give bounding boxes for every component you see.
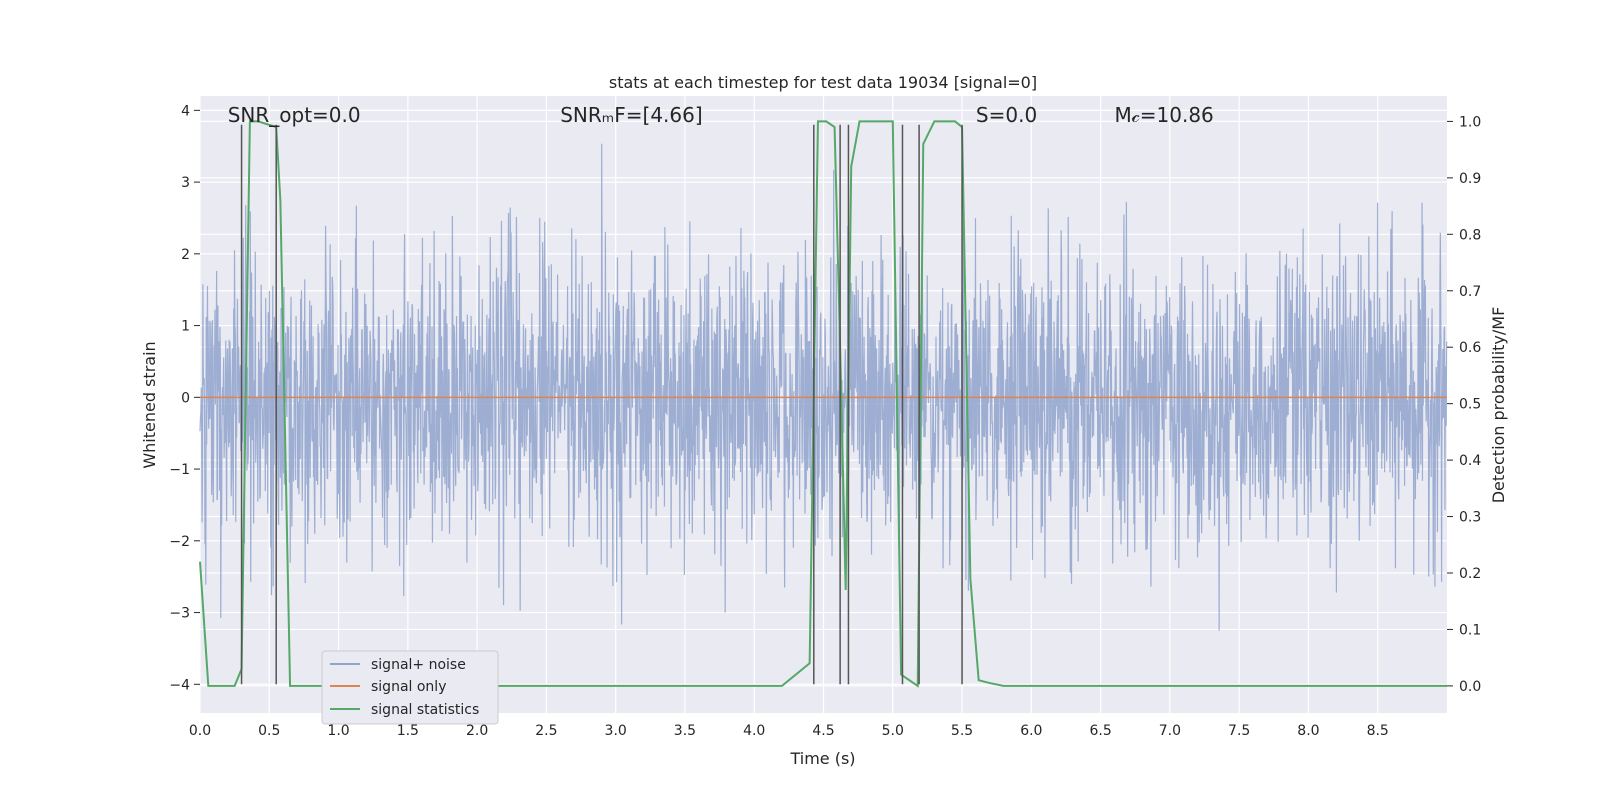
y-left-tick-label-6: 2 <box>181 247 190 263</box>
x-axis-ticks: 0.0 0.5 1.0 1.5 2.0 2.5 3.0 3.5 4.0 4.5 5.0 5.5 6.0 6… <box>189 723 1389 739</box>
x-tick-label-15: 7.5 <box>1228 723 1250 739</box>
legend-label-signal-statistics: signal statistics <box>371 702 479 718</box>
chart-title: stats at each timestep for test data 190… <box>609 73 1037 92</box>
y-left-tick-label-5: 1 <box>181 319 190 335</box>
annotation-snr-mf: SNRₘF=[4.66] <box>560 103 702 127</box>
x-axis-label: Time (s) <box>789 749 855 768</box>
y-right-tick-label-10: 1.0 <box>1459 114 1481 130</box>
y-left-tick-label-8: 4 <box>181 103 190 119</box>
x-tick-label-4: 2.0 <box>466 723 488 739</box>
y-left-tick-label-7: 3 <box>181 175 190 191</box>
x-tick-label-0: 0.0 <box>189 723 211 739</box>
legend-box <box>321 650 499 725</box>
x-tick-label-3: 1.5 <box>397 723 419 739</box>
y-right-tick-label-8: 0.8 <box>1459 227 1481 243</box>
y-right-axis-label: Detection probability/MF <box>1489 307 1508 504</box>
y-left-tick-label-1: −3 <box>169 606 190 622</box>
y-right-axis-ticks: 0.0 0.1 0.2 0.3 0.4 0.5 0.6 0.7 0.8 0.9 1.0 <box>1447 114 1481 695</box>
legend-label-signal-plus-noise: signal+ noise <box>371 657 466 673</box>
y-right-tick-label-0: 0.0 <box>1459 679 1481 695</box>
x-tick-label-14: 7.0 <box>1159 723 1181 739</box>
annotation-mc-value: M𝒸=10.86 <box>1114 103 1213 127</box>
y-right-tick-label-2: 0.2 <box>1459 566 1481 582</box>
y-right-tick-label-5: 0.5 <box>1459 397 1481 413</box>
x-tick-label-11: 5.5 <box>951 723 973 739</box>
vertical-markers <box>240 124 963 685</box>
y-right-tick-label-7: 0.7 <box>1459 284 1481 300</box>
x-tick-label-8: 4.0 <box>743 723 765 739</box>
x-tick-label-5: 2.5 <box>535 723 557 739</box>
x-tick-label-7: 3.5 <box>674 723 696 739</box>
annotations: SNR_opt=0.0 SNRₘF=[4.66] S=0.0 M𝒸=10.86 <box>228 103 1214 127</box>
x-tick-label-1: 0.5 <box>258 723 280 739</box>
y-left-tick-label-2: −2 <box>169 534 190 550</box>
y-right-tick-label-1: 0.1 <box>1459 622 1481 638</box>
y-left-tick-label-0: −4 <box>169 677 190 693</box>
x-tick-label-10: 5.0 <box>882 723 904 739</box>
y-right-tick-label-6: 0.6 <box>1459 340 1481 356</box>
series-signal-plus-noise <box>199 143 1448 631</box>
legend: signal+ noise signal only signal statist… <box>321 650 499 725</box>
y-left-tick-label-3: −1 <box>169 462 190 478</box>
noise-line <box>199 143 1448 631</box>
y-right-tick-label-9: 0.9 <box>1459 171 1481 187</box>
annotation-s-value: S=0.0 <box>976 103 1037 127</box>
x-tick-label-9: 4.5 <box>812 723 834 739</box>
x-tick-label-17: 8.5 <box>1367 723 1389 739</box>
series-signal-statistics <box>199 120 1447 688</box>
x-tick-label-16: 8.0 <box>1297 723 1319 739</box>
x-tick-label-2: 1.0 <box>327 723 349 739</box>
signal-statistics-line <box>199 120 1447 688</box>
y-left-axis-ticks: −4 −3 −2 −1 0 1 2 3 4 <box>169 103 200 693</box>
y-right-tick-label-4: 0.4 <box>1459 453 1481 469</box>
x-tick-label-6: 3.0 <box>605 723 627 739</box>
legend-label-signal-only: signal only <box>371 679 446 695</box>
x-tick-label-12: 6.0 <box>1020 723 1042 739</box>
x-tick-label-13: 6.5 <box>1089 723 1111 739</box>
y-left-axis-label: Whitened strain <box>140 341 159 468</box>
y-left-tick-label-4: 0 <box>181 390 190 406</box>
annotation-snr-opt: SNR_opt=0.0 <box>228 103 361 127</box>
y-right-tick-label-3: 0.3 <box>1459 510 1481 526</box>
